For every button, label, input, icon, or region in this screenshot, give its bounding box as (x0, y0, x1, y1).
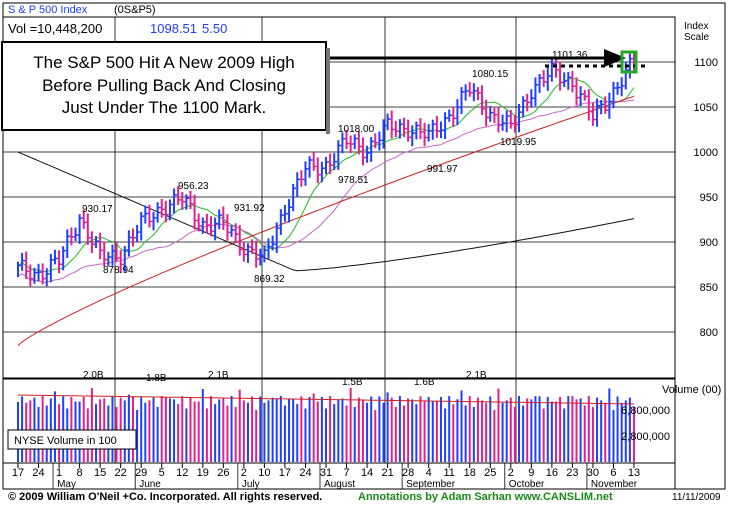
price-label: 869.32 (254, 274, 285, 285)
volume-average-line (17, 394, 635, 405)
volume-label: 1.6B (414, 377, 435, 388)
price-tick-label: 800 (700, 327, 718, 339)
date-label: 5 (159, 467, 165, 479)
date-label: 16 (546, 467, 558, 479)
price-label: 1101.36 (552, 50, 588, 61)
month-label: September (406, 479, 456, 490)
month-label: June (139, 479, 161, 490)
annotation-line-3: Just Under The 1100 Mark. (62, 98, 266, 117)
price-label: 991.97 (427, 164, 458, 175)
highlight-box (620, 50, 638, 74)
volume-label: 1.8B (146, 373, 167, 384)
month-label: May (57, 479, 76, 490)
price-tick-label: 900 (700, 237, 718, 249)
price-tick-label: 1050 (694, 102, 718, 114)
price-label: 1080.15 (472, 69, 509, 80)
price-tick-label: 1000 (694, 147, 718, 159)
annotation-line-1: The S&P 500 Hit A New 2009 High (33, 53, 294, 72)
date-label: 14 (361, 467, 373, 479)
date-label: 6 (610, 467, 616, 479)
date-label: 24 (32, 467, 44, 479)
date-label: 7 (343, 467, 349, 479)
date-label: 23 (566, 467, 578, 479)
price-tick-label: 850 (700, 282, 718, 294)
annotation-box-shadow (326, 48, 330, 134)
month-label: August (324, 479, 355, 490)
price-label: 1019.95 (500, 137, 537, 148)
month-label: October (509, 479, 545, 490)
date-label: 9 (528, 467, 534, 479)
price-label: 878.94 (103, 265, 134, 276)
date-label: 26 (217, 467, 229, 479)
price-panel (2, 16, 676, 379)
annotations-credit: Annotations by Adam Sarhan www.CANSLIM.n… (358, 491, 613, 503)
month-label: July (242, 479, 260, 490)
annotation-line-2: Before Pulling Back And Closing (42, 76, 286, 95)
ma-50-line (17, 95, 635, 346)
annotation-arrowhead (604, 49, 626, 67)
volume-legend-box (7, 429, 137, 450)
date-label: 8 (77, 467, 83, 479)
price-annotations: 930.17 878.94 956.23 931.92 869.32 1018.… (82, 50, 588, 285)
date-label: 17 (12, 467, 24, 479)
volume-bars (17, 388, 635, 462)
price-tick-label: 1100 (694, 57, 718, 69)
date-label: 15 (94, 467, 106, 479)
price-label: 930.17 (82, 204, 113, 215)
volume-label: 2.0B (83, 370, 104, 381)
price-axis-labels: 800 850 900 950 1000 1050 1100 (694, 57, 718, 339)
volume-label: 2.1B (466, 370, 487, 381)
copyright-text: © 2009 William O'Neil +Co. Incorporated.… (8, 491, 322, 503)
axis-title-scale: Scale (684, 32, 709, 43)
date-strip (2, 462, 676, 490)
price-bars (17, 52, 637, 287)
date-label: 11 (443, 467, 454, 479)
index-symbol: (0S&P5) (114, 4, 156, 16)
date-label: 1 (56, 467, 62, 479)
volume-label: 2.1B (208, 370, 229, 381)
date-label: 19 (197, 467, 209, 479)
volume-annotations: 2.0B 1.8B 2.1B 1.5B 1.6B 2.1B (83, 370, 487, 388)
footer-date: 11/11/2009 (672, 492, 721, 503)
price-label: 978.51 (338, 175, 369, 186)
volume-tick-label: 2,800,000 (621, 431, 670, 443)
volume-legend: NYSE Volume in 100 (14, 435, 117, 447)
date-label: 25 (484, 467, 496, 479)
date-label: 4 (426, 467, 432, 479)
date-label: 12 (176, 467, 188, 479)
date-label: 13 (628, 467, 640, 479)
price-label: 1018.00 (338, 124, 375, 135)
price-label: 956.23 (178, 181, 209, 192)
date-label: 2 (241, 467, 247, 479)
volume-tick-label: 6,800,000 (621, 405, 670, 417)
date-label: 30 (587, 467, 599, 479)
date-label: 21 (381, 467, 393, 479)
month-label: November (591, 479, 638, 490)
volume-label: 1.5B (342, 377, 363, 388)
axis-title-index: Index (684, 21, 708, 32)
date-label: 17 (279, 467, 291, 479)
date-label: 31 (320, 467, 332, 479)
ma-200-line (17, 151, 635, 272)
volume-readout: Vol =10,448,200 (8, 21, 102, 36)
date-label: 10 (258, 467, 270, 479)
date-axis-labels: 17 24 1 8 15 22 29 5 12 19 26 2 10 17 24 31 7 14 21 28 4 11 18… (12, 463, 640, 490)
price-tick-label: 950 (700, 192, 718, 204)
change-readout: 5.50 (202, 21, 227, 36)
price-label: 931.92 (234, 203, 265, 214)
volume-axis-title: Volume (00) (662, 384, 721, 396)
price-readout: 1098.51 (150, 21, 197, 36)
date-label: 24 (299, 467, 311, 479)
date-label: 2 (508, 467, 514, 479)
date-label: 28 (402, 467, 414, 479)
date-label: 18 (464, 467, 476, 479)
date-label: 22 (115, 467, 127, 479)
index-name: S & P 500 Index (8, 4, 88, 16)
date-label: 29 (135, 467, 147, 479)
ma-10-line (17, 77, 635, 273)
